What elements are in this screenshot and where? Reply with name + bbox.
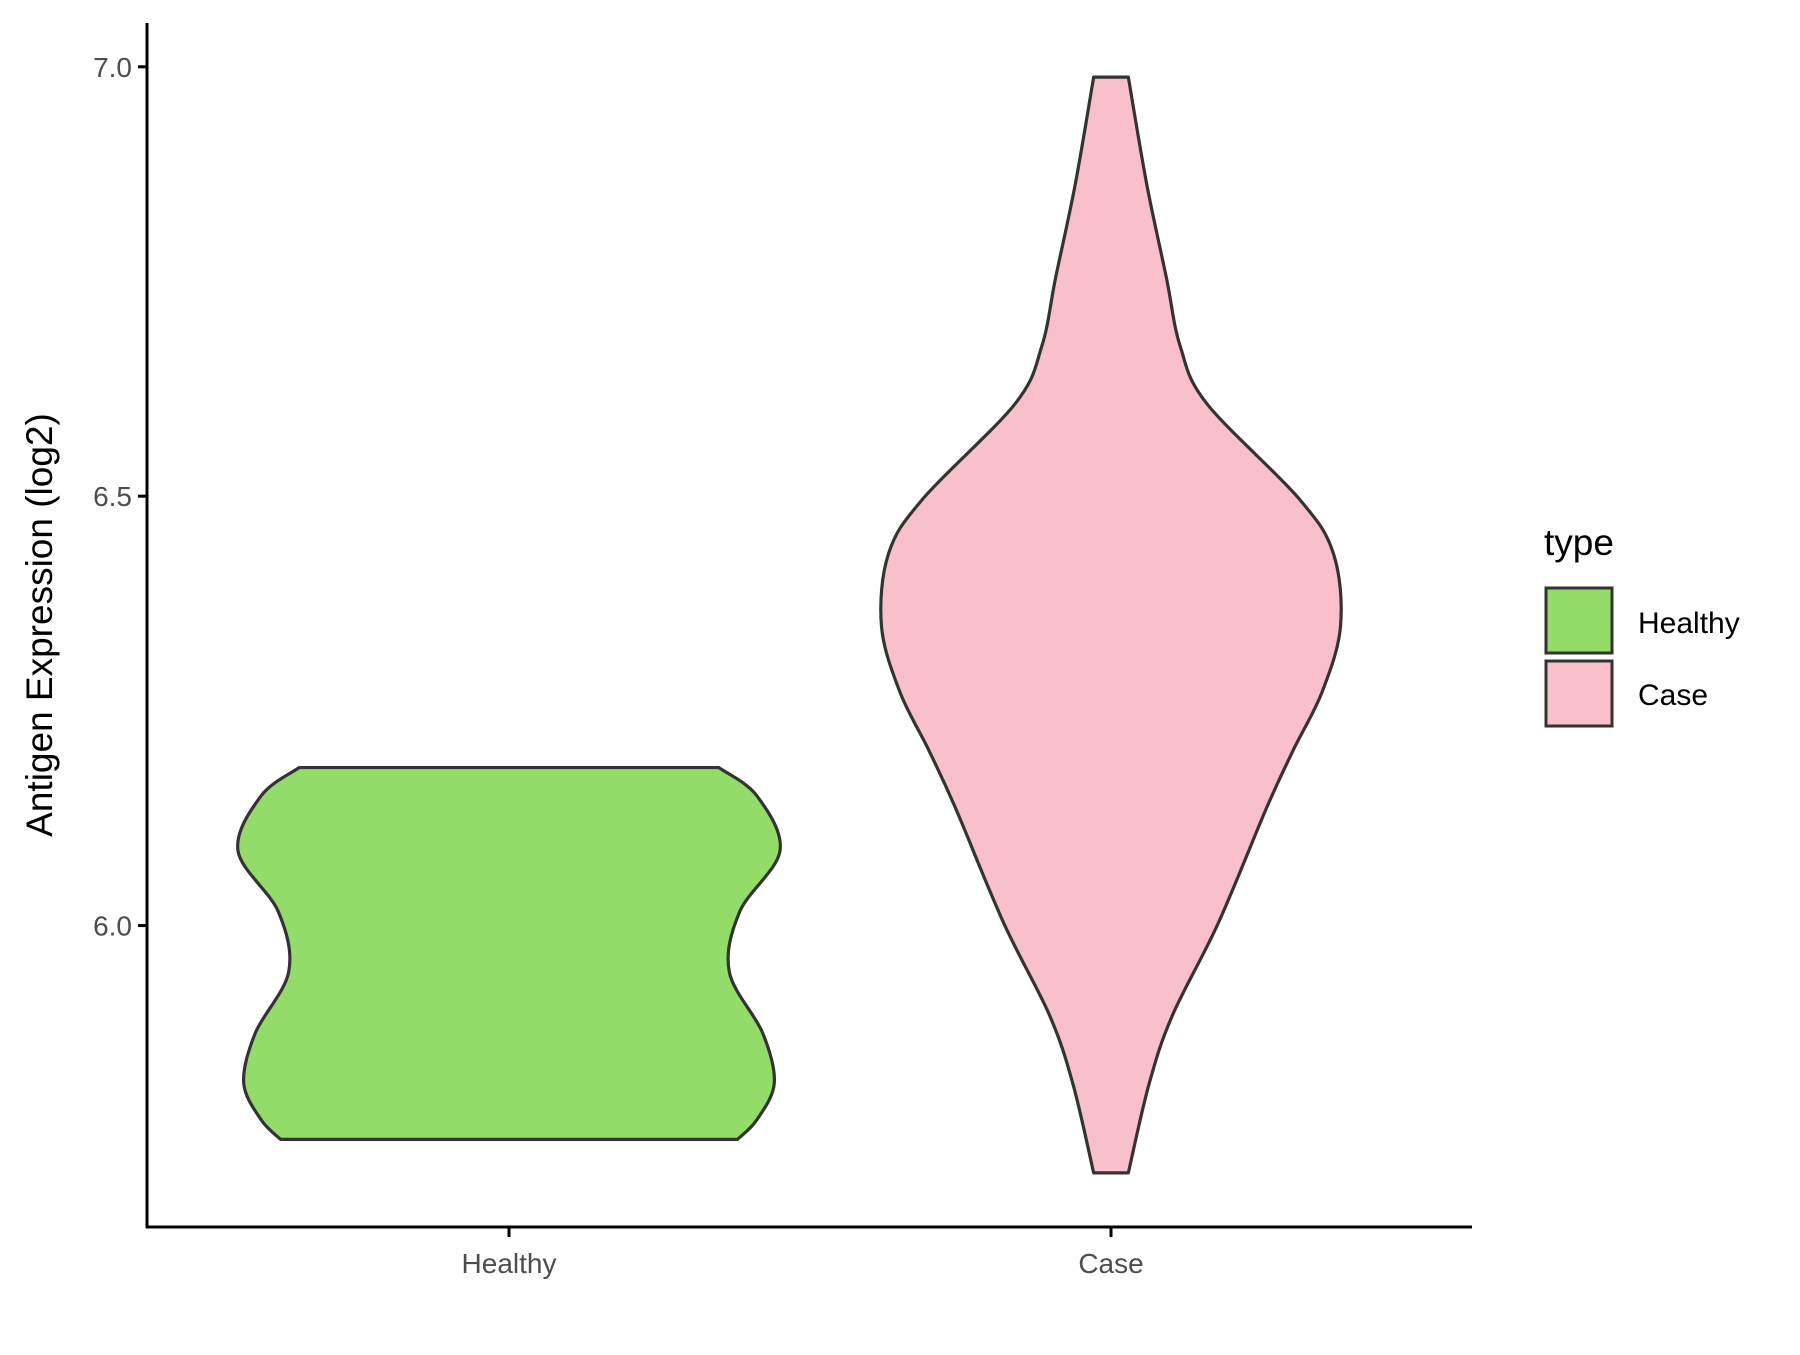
y-tick-label: 7.0 <box>93 52 132 83</box>
legend-key-case <box>1544 659 1614 728</box>
x-tick-label: Case <box>1078 1248 1143 1279</box>
x-tick-label: Healthy <box>462 1248 557 1279</box>
violin-healthy <box>236 765 782 1142</box>
y-tick-label: 6.0 <box>93 911 132 942</box>
legend-label-healthy: Healthy <box>1638 607 1740 640</box>
violins <box>236 75 1343 1175</box>
legend-label-case: Case <box>1638 679 1708 712</box>
y-tick-label: 6.5 <box>93 481 132 512</box>
legend-key-healthy <box>1544 586 1614 655</box>
y-ticks: 6.0 6.5 7.0 <box>93 52 147 942</box>
legend: type Healthy Case <box>1544 522 1740 728</box>
legend-title: type <box>1544 522 1614 563</box>
y-axis-label: Antigen Expression (log2) <box>19 413 60 837</box>
violin-case <box>879 75 1343 1175</box>
x-ticks: Healthy Case <box>462 1227 1144 1279</box>
